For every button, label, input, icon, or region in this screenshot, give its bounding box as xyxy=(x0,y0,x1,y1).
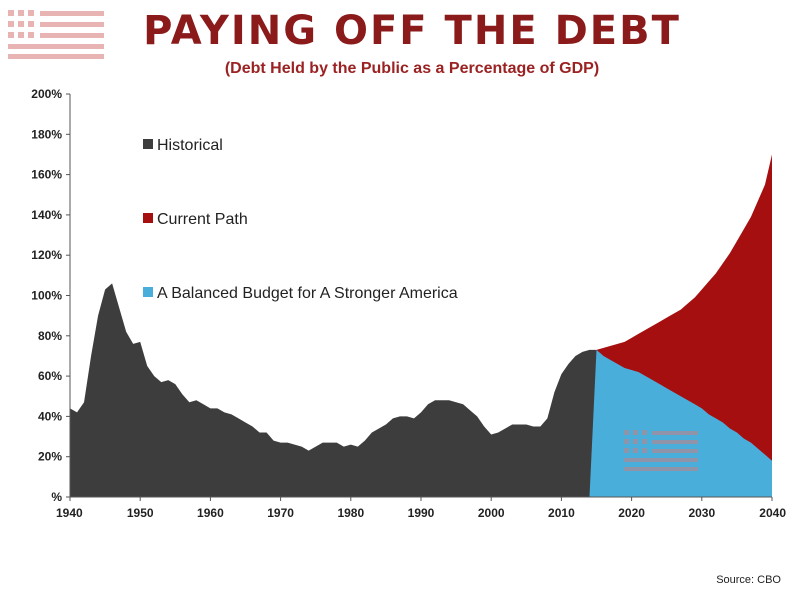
y-tick-label: 200% xyxy=(31,87,62,101)
y-tick-label: % xyxy=(51,490,62,504)
legend-entry: A Balanced Budget for A Stronger America xyxy=(143,285,458,302)
y-tick-label: 20% xyxy=(38,450,62,464)
x-tick-label: 2040 xyxy=(759,506,786,520)
historical-series-area xyxy=(70,283,597,497)
x-tick-label: 1980 xyxy=(337,506,364,520)
x-tick-label: 2010 xyxy=(548,506,575,520)
legend-swatch xyxy=(143,287,153,297)
y-tick-label: 120% xyxy=(31,248,62,262)
x-tick-label: 1990 xyxy=(408,506,435,520)
y-tick-label: 140% xyxy=(31,208,62,222)
y-tick-label: 160% xyxy=(31,168,62,182)
flag-watermark-icon xyxy=(624,430,698,471)
chart-subtitle: (Debt Held by the Public as a Percentage… xyxy=(224,60,600,77)
legend-entry: Historical xyxy=(143,137,223,154)
legend-swatch xyxy=(143,139,153,149)
y-tick-label: 40% xyxy=(38,409,62,423)
x-tick-label: 1950 xyxy=(127,506,154,520)
x-tick-label: 1940 xyxy=(56,506,83,520)
legend-label: Historical xyxy=(157,137,223,154)
legend-swatch xyxy=(143,213,153,223)
flag-logo-icon xyxy=(8,10,104,59)
y-tick-label: 180% xyxy=(31,127,62,141)
y-tick-label: 100% xyxy=(31,289,62,303)
legend-label: A Balanced Budget for A Stronger America xyxy=(157,285,458,302)
x-tick-label: 2030 xyxy=(688,506,715,520)
chart-title: PAYING OFF THE DEBT xyxy=(143,8,681,54)
y-tick-label: 60% xyxy=(38,369,62,383)
x-tick-label: 2000 xyxy=(478,506,505,520)
source-note: Source: CBO xyxy=(716,574,781,586)
x-tick-label: 1970 xyxy=(267,506,294,520)
y-tick-label: 80% xyxy=(38,329,62,343)
x-tick-label: 2020 xyxy=(618,506,645,520)
legend-entry: Current Path xyxy=(143,211,248,228)
x-tick-label: 1960 xyxy=(197,506,224,520)
legend-label: Current Path xyxy=(157,211,248,228)
